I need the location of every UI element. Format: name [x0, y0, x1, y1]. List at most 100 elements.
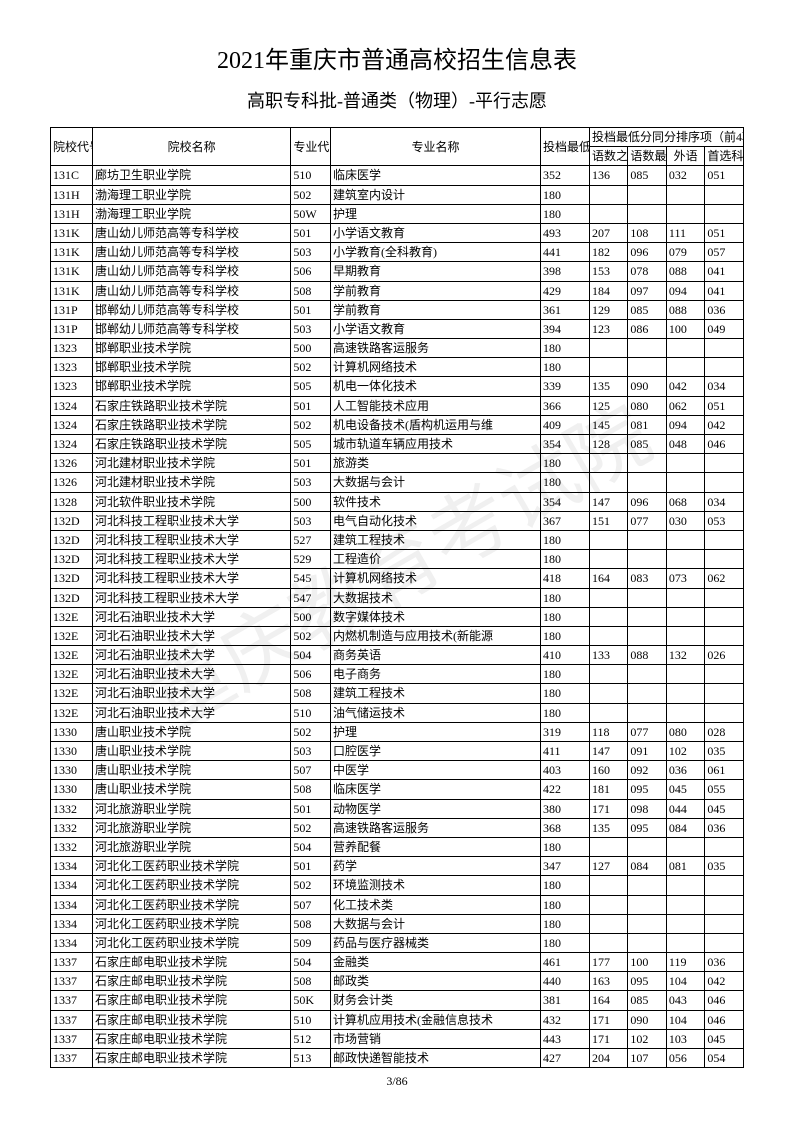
table-cell: 132E	[51, 626, 93, 645]
table-cell: 唐山幼儿师范高等专科学校	[92, 262, 290, 281]
table-cell	[705, 876, 744, 895]
th-s2: 语数最高	[628, 147, 666, 166]
table-cell: 河北化工医药职业技术学院	[92, 914, 290, 933]
table-cell	[705, 588, 744, 607]
table-cell: 1330	[51, 780, 93, 799]
table-cell: 石家庄邮电职业技术学院	[92, 972, 290, 991]
table-cell: 小学语文教育	[330, 223, 540, 242]
table-cell: 500	[291, 339, 331, 358]
table-cell: 河北石油职业技术大学	[92, 665, 290, 684]
table-cell	[628, 703, 666, 722]
table-cell: 工程造价	[330, 550, 540, 569]
table-cell: 081	[666, 857, 704, 876]
table-cell: 唐山职业技术学院	[92, 722, 290, 741]
table-row: 131K唐山幼儿师范高等专科学校506早期教育398153078088041	[51, 262, 744, 281]
table-cell: 城市轨道车辆应用技术	[330, 435, 540, 454]
table-cell: 河北化工医药职业技术学院	[92, 857, 290, 876]
table-cell: 394	[540, 319, 589, 338]
table-cell	[589, 665, 627, 684]
table-cell: 502	[291, 185, 331, 204]
table-cell: 411	[540, 742, 589, 761]
table-cell: 103	[666, 1029, 704, 1048]
table-cell: 510	[291, 703, 331, 722]
table-cell: 135	[589, 818, 627, 837]
table-cell	[705, 895, 744, 914]
table-cell: 104	[666, 1010, 704, 1029]
table-cell: 132E	[51, 646, 93, 665]
table-row: 132E河北石油职业技术大学500数字媒体技术180	[51, 607, 744, 626]
table-cell: 048	[666, 435, 704, 454]
table-cell	[666, 358, 704, 377]
table-cell: 河北石油职业技术大学	[92, 684, 290, 703]
table-cell: 计算机网络技术	[330, 358, 540, 377]
table-cell: 1334	[51, 895, 93, 914]
table-cell: 180	[540, 914, 589, 933]
table-cell: 邮政快递智能技术	[330, 1049, 540, 1068]
table-cell: 505	[291, 377, 331, 396]
table-cell: 164	[589, 569, 627, 588]
table-cell: 131K	[51, 243, 93, 262]
table-cell: 147	[589, 742, 627, 761]
table-cell	[666, 454, 704, 473]
table-row: 1337石家庄邮电职业技术学院513邮政快递智能技术42720410705605…	[51, 1049, 744, 1068]
table-cell: 河北科技工程职业技术大学	[92, 550, 290, 569]
table-row: 132D河北科技工程职业技术大学547大数据技术180	[51, 588, 744, 607]
table-cell: 184	[589, 281, 627, 300]
table-cell: 180	[540, 358, 589, 377]
table-cell: 171	[589, 1029, 627, 1048]
table-cell: 131K	[51, 281, 93, 300]
table-cell: 50K	[291, 991, 331, 1010]
table-cell: 036	[705, 818, 744, 837]
table-cell: 036	[705, 953, 744, 972]
table-cell: 1324	[51, 415, 93, 434]
table-cell: 354	[540, 435, 589, 454]
table-cell	[705, 626, 744, 645]
table-cell: 机电一体化技术	[330, 377, 540, 396]
table-row: 132E河北石油职业技术大学502内燃机制造与应用技术(新能源180	[51, 626, 744, 645]
table-cell: 181	[589, 780, 627, 799]
table-cell: 财务会计类	[330, 991, 540, 1010]
table-cell: 042	[705, 972, 744, 991]
table-cell: 380	[540, 799, 589, 818]
table-cell	[628, 530, 666, 549]
table-cell: 临床医学	[330, 780, 540, 799]
table-row: 131K唐山幼儿师范高等专科学校503小学教育(全科教育)44118209607…	[51, 243, 744, 262]
table-cell: 内燃机制造与应用技术(新能源	[330, 626, 540, 645]
table-cell: 1337	[51, 1010, 93, 1029]
table-cell	[666, 550, 704, 569]
table-cell: 132D	[51, 511, 93, 530]
table-cell: 人工智能技术应用	[330, 396, 540, 415]
table-cell: 河北石油职业技术大学	[92, 626, 290, 645]
table-cell: 129	[589, 300, 627, 319]
table-cell	[666, 626, 704, 645]
table-cell: 动物医学	[330, 799, 540, 818]
table-cell: 032	[666, 166, 704, 185]
table-cell	[705, 703, 744, 722]
table-cell: 493	[540, 223, 589, 242]
table-cell	[628, 895, 666, 914]
table-cell: 1332	[51, 837, 93, 856]
table-cell: 510	[291, 166, 331, 185]
table-cell: 127	[589, 857, 627, 876]
table-cell: 180	[540, 665, 589, 684]
table-cell: 084	[666, 818, 704, 837]
table-cell	[628, 876, 666, 895]
table-cell: 091	[628, 742, 666, 761]
table-cell: 062	[705, 569, 744, 588]
table-cell	[589, 550, 627, 569]
table-row: 1326河北建材职业技术学院501旅游类180	[51, 454, 744, 473]
table-cell: 1323	[51, 339, 93, 358]
table-cell	[705, 358, 744, 377]
table-cell: 石家庄邮电职业技术学院	[92, 1049, 290, 1068]
table-cell: 小学教育(全科教育)	[330, 243, 540, 262]
table-cell: 药品与医疗器械类	[330, 933, 540, 952]
table-cell: 502	[291, 358, 331, 377]
table-cell: 547	[291, 588, 331, 607]
table-cell: 045	[666, 780, 704, 799]
table-cell: 河北建材职业技术学院	[92, 473, 290, 492]
table-cell: 唐山职业技术学院	[92, 780, 290, 799]
table-cell	[666, 204, 704, 223]
table-cell: 098	[628, 799, 666, 818]
table-cell: 河北建材职业技术学院	[92, 454, 290, 473]
table-cell: 学前教育	[330, 281, 540, 300]
